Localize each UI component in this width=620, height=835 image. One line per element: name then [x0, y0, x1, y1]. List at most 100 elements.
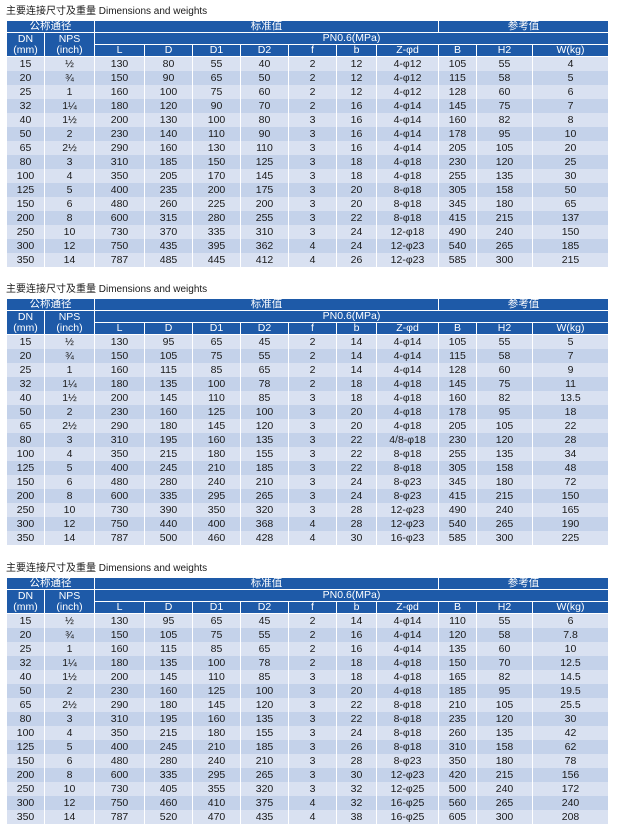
- table-cell: 40: [6, 113, 45, 127]
- table-cell: 125: [6, 461, 45, 475]
- table-cell: 95: [476, 405, 534, 419]
- table-cell: 215: [144, 726, 193, 740]
- table-cell: 20: [532, 141, 610, 155]
- table-cell: 335: [192, 225, 241, 239]
- table-cell: 60: [476, 85, 534, 99]
- table-cell: 290: [94, 419, 145, 433]
- table-cell: 3: [288, 433, 337, 447]
- table-cell: 105: [438, 56, 478, 71]
- table-cell: 787: [94, 531, 145, 545]
- table-row: 125 5 400 235 200 175 3 20 8-φ18 305 158 50: [6, 183, 610, 197]
- table-cell: 82: [476, 670, 534, 684]
- table-cell: 90: [192, 99, 241, 113]
- table-cell: 180: [476, 197, 534, 211]
- table-cell: 200: [94, 391, 145, 405]
- table-cell: 22: [532, 419, 610, 433]
- table-cell: 200: [240, 197, 289, 211]
- table-cell: 215: [532, 253, 610, 267]
- table-cell: 12-φ18: [375, 225, 440, 239]
- table-cell: 3: [288, 447, 337, 461]
- table-cell: 235: [144, 183, 193, 197]
- table-cell: 90: [144, 71, 193, 85]
- table-cell: 10: [532, 642, 610, 656]
- table-cell: 600: [94, 211, 145, 225]
- table-cell: 4-φ18: [375, 656, 440, 670]
- table-cell: 300: [476, 253, 534, 267]
- table-cell: 150: [532, 225, 610, 239]
- table-cell: 40: [6, 391, 45, 405]
- table-cell: 350: [192, 503, 241, 517]
- table-cell: 65: [240, 642, 289, 656]
- table-cell: 55: [240, 628, 289, 642]
- table-cell: 75: [476, 99, 534, 113]
- table-cell: 1¼: [44, 99, 95, 113]
- header-nominal-size: 公称通径: [6, 298, 95, 311]
- table-cell: 58: [476, 71, 534, 85]
- table-cell: 150: [192, 155, 241, 169]
- dimensions-table: 公称通径 标准值 参考值 DN (mm) NPS (inch) PN0.6(MPa) L D D1 D…: [6, 298, 610, 545]
- table-cell: 18: [336, 377, 377, 391]
- table-cell: 32: [336, 796, 377, 810]
- table-cell: 3: [288, 475, 337, 489]
- table-row: 150 6 480 280 240 210 3 28 8-φ23 350 180 78: [6, 754, 610, 768]
- table-cell: 130: [94, 613, 145, 628]
- table-cell: 6: [532, 613, 610, 628]
- table-cell: 200: [192, 183, 241, 197]
- table-cell: 125: [192, 684, 241, 698]
- table-cell: 7.8: [532, 628, 610, 642]
- table-cell: 100: [6, 447, 45, 461]
- table-cell: 4: [44, 169, 95, 183]
- table-cell: 210: [240, 754, 289, 768]
- table-cell: 95: [476, 684, 534, 698]
- table-cell: 1½: [44, 670, 95, 684]
- table-cell: 128: [438, 85, 478, 99]
- table-cell: 605: [438, 810, 478, 824]
- table-cell: 24: [336, 489, 377, 503]
- table-cell: 130: [94, 334, 145, 349]
- table-cell: 750: [94, 517, 145, 531]
- table-cell: 185: [240, 461, 289, 475]
- table-cell: 120: [438, 628, 478, 642]
- table-cell: 215: [144, 447, 193, 461]
- table-cell: 540: [438, 517, 478, 531]
- table-cell: 135: [144, 377, 193, 391]
- table-row: 150 6 480 260 225 200 3 20 8-φ18 345 180 65: [6, 197, 610, 211]
- header-col: L: [94, 322, 145, 335]
- table-cell: 2: [288, 642, 337, 656]
- table-cell: 18: [532, 405, 610, 419]
- table-cell: 14: [44, 253, 95, 267]
- table-cell: 50: [6, 127, 45, 141]
- table-cell: 6: [44, 197, 95, 211]
- table-cell: 20: [336, 419, 377, 433]
- table-cell: 412: [240, 253, 289, 267]
- table-cell: 115: [438, 71, 478, 85]
- table-cell: 8-φ23: [375, 475, 440, 489]
- table-row: 40 1½ 200 130 100 80 3 16 4-φ14 160 82 8: [6, 113, 610, 127]
- table-cell: 8: [44, 211, 95, 225]
- header-col: Z-φd: [375, 322, 440, 335]
- table-cell: 110: [192, 670, 241, 684]
- table-cell: 400: [94, 740, 145, 754]
- table-cell: 160: [438, 391, 478, 405]
- table-row: 100 4 350 205 170 145 3 18 4-φ18 255 135 30: [6, 169, 610, 183]
- table-cell: 335: [144, 489, 193, 503]
- header-col: D2: [240, 601, 289, 614]
- table-cell: 310: [94, 433, 145, 447]
- table-cell: 16: [336, 642, 377, 656]
- table-cell: 100: [6, 726, 45, 740]
- table-cell: 50: [532, 183, 610, 197]
- table-cell: 4-φ18: [375, 405, 440, 419]
- table-cell: 150: [6, 197, 45, 211]
- table-cell: 3: [288, 768, 337, 782]
- table-cell: 265: [476, 796, 534, 810]
- table-caption: 主要连接尺寸及重量 Dimensions and weights: [6, 563, 208, 574]
- table-cell: 3: [288, 419, 337, 433]
- table-row: 25 1 160 100 75 60 2 12 4-φ12 128 60 6: [6, 85, 610, 99]
- table-cell: 80: [240, 113, 289, 127]
- table-cell: 115: [438, 349, 478, 363]
- table-cell: 185: [144, 155, 193, 169]
- table-cell: 3: [288, 197, 337, 211]
- table-row: 250 10 730 370 335 310 3 24 12-φ18 490 240 150: [6, 225, 610, 239]
- table-cell: 295: [192, 489, 241, 503]
- table-cell: 4-φ12: [375, 71, 440, 85]
